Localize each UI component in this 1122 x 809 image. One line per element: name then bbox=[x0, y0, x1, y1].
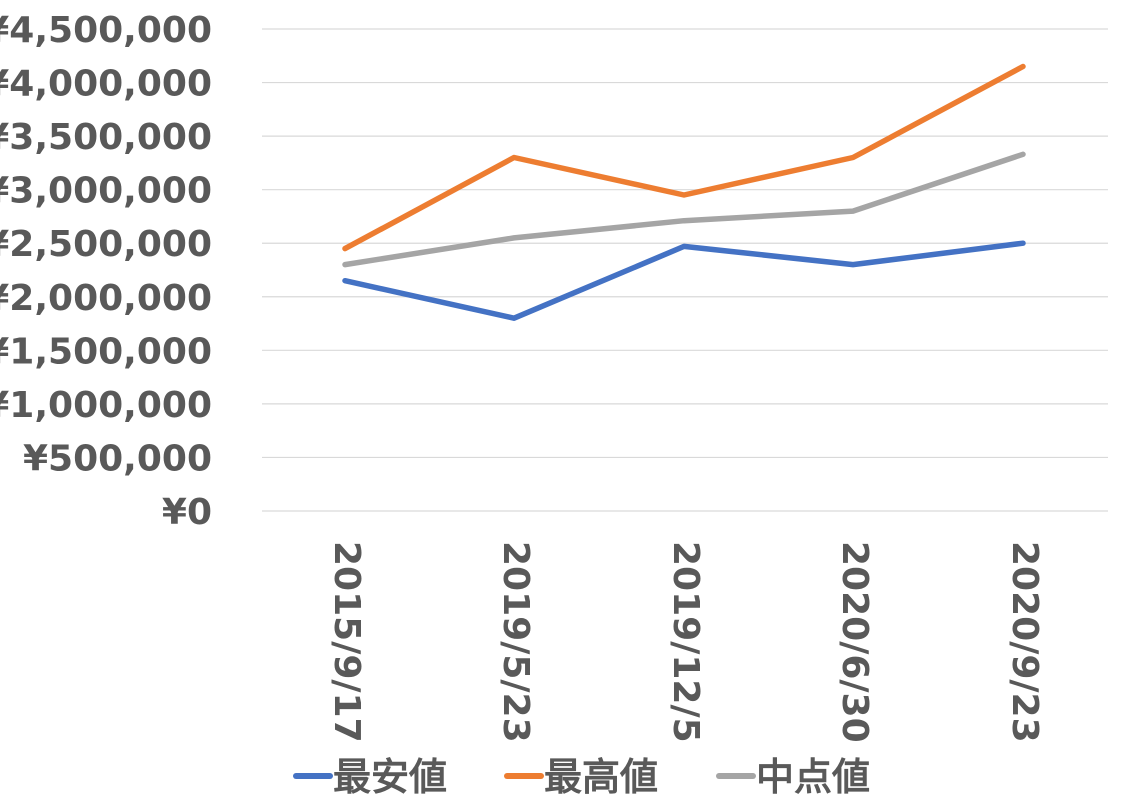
y-tick-label: ¥4,000,000 bbox=[0, 64, 212, 105]
y-tick-label: ¥1,000,000 bbox=[0, 385, 212, 426]
y-tick-label: ¥500,000 bbox=[23, 438, 212, 479]
y-tick-label: ¥4,500,000 bbox=[0, 10, 212, 51]
x-tick-label: 2019/5/23 bbox=[495, 541, 536, 743]
x-tick-label: 2015/9/17 bbox=[326, 541, 367, 743]
y-tick-label: ¥1,500,000 bbox=[0, 331, 212, 372]
y-axis-tick-labels: ¥0 ¥500,000 ¥1,000,000 ¥1,500,000 ¥2,000,000… bbox=[0, 10, 212, 533]
y-tick-label: ¥3,500,000 bbox=[0, 117, 212, 158]
x-tick-label: 2020/6/30 bbox=[834, 541, 875, 743]
x-axis-tick-labels: 2015/9/17 2019/5/23 2019/12/5 2020/6/30 2020… bbox=[326, 541, 1045, 743]
x-tick-label: 2019/12/5 bbox=[665, 541, 706, 743]
series-line-2 bbox=[342, 63, 1026, 252]
series-lines bbox=[342, 63, 1026, 321]
legend-item-1: 最安値 bbox=[293, 755, 447, 799]
legend-label: 最高値 bbox=[544, 755, 658, 799]
gridlines bbox=[262, 28, 1108, 512]
series-line-1 bbox=[342, 240, 1026, 321]
y-tick-label: ¥3,000,000 bbox=[0, 171, 212, 212]
y-tick-label: ¥0 bbox=[162, 492, 212, 533]
legend-item-3: 中点値 bbox=[716, 755, 870, 799]
legend: 最安値 最高値 中点値 bbox=[293, 755, 870, 799]
y-tick-label: ¥2,500,000 bbox=[0, 224, 212, 265]
series-line-3 bbox=[342, 151, 1026, 268]
legend-item-2: 最高値 bbox=[504, 755, 658, 799]
x-tick-label: 2020/9/23 bbox=[1004, 541, 1045, 743]
y-tick-label: ¥2,000,000 bbox=[0, 278, 212, 319]
legend-label: 最安値 bbox=[333, 755, 447, 799]
legend-label: 中点値 bbox=[756, 755, 870, 799]
